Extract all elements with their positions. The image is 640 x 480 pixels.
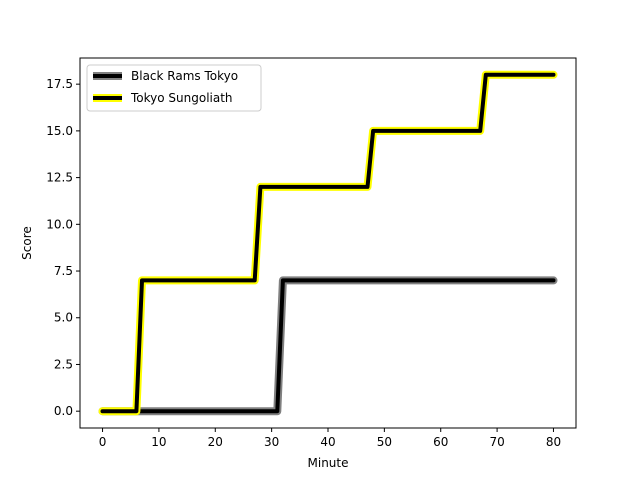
x-tick-label: 40 <box>320 435 335 449</box>
legend: Black Rams Tokyo Tokyo Sungoliath <box>86 64 262 112</box>
y-axis-ticks: 0.0 2.5 5.0 7.5 10.0 12.5 15.0 17.5 <box>46 77 80 418</box>
x-tick-label: 0 <box>99 435 107 449</box>
legend-label: Black Rams Tokyo <box>131 69 238 83</box>
legend-label: Tokyo Sungoliath <box>130 91 233 105</box>
y-tick-label: 7.5 <box>54 264 73 278</box>
legend-box <box>86 64 262 112</box>
y-tick-label: 17.5 <box>46 77 73 91</box>
series-0-line <box>100 278 556 414</box>
y-axis-label: Score <box>20 226 34 260</box>
plot-frame <box>79 57 577 429</box>
y-tick-label: 12.5 <box>46 171 73 185</box>
x-tick-label: 50 <box>377 435 392 449</box>
y-tick-label: 2.5 <box>54 357 73 371</box>
x-tick-label: 60 <box>433 435 448 449</box>
x-tick-label: 80 <box>546 435 561 449</box>
x-tick-label: 10 <box>151 435 166 449</box>
y-tick-label: 10.0 <box>46 217 73 231</box>
y-tick-label: 5.0 <box>54 311 73 325</box>
x-axis-label: Minute <box>308 456 349 470</box>
series-1-glow <box>98 70 558 416</box>
x-tick-label: 30 <box>264 435 279 449</box>
series-1-line <box>100 72 556 414</box>
y-tick-label: 15.0 <box>46 124 73 138</box>
x-tick-label: 20 <box>208 435 223 449</box>
y-tick-label: 0.0 <box>54 404 73 418</box>
series-0-glow <box>98 276 558 416</box>
series-layer <box>98 70 558 416</box>
x-axis-ticks: 0 10 20 30 40 50 60 70 80 <box>99 428 561 449</box>
x-tick-label: 70 <box>489 435 504 449</box>
